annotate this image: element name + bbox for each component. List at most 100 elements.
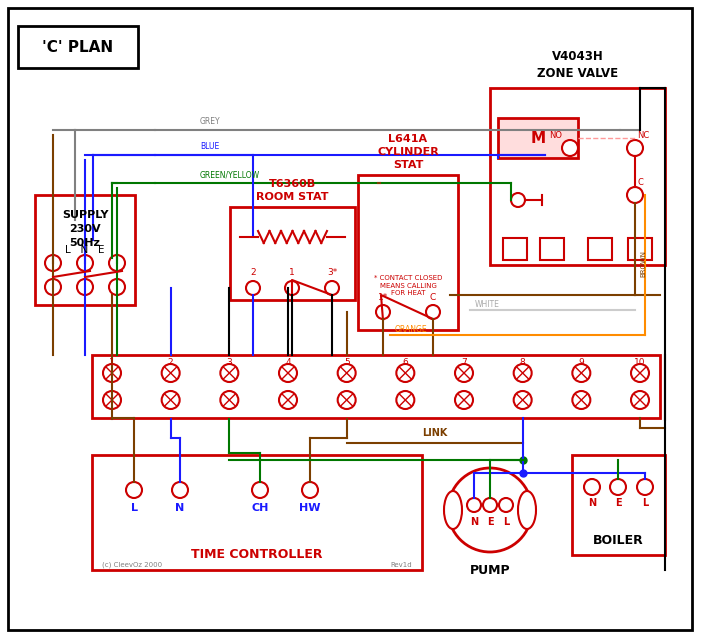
Circle shape [279, 391, 297, 409]
Circle shape [338, 391, 356, 409]
Circle shape [631, 364, 649, 382]
Circle shape [499, 498, 513, 512]
Circle shape [325, 281, 339, 295]
FancyBboxPatch shape [92, 355, 660, 418]
Circle shape [610, 479, 626, 495]
Circle shape [279, 364, 297, 382]
Text: 2: 2 [250, 267, 256, 276]
FancyBboxPatch shape [92, 455, 422, 570]
Circle shape [584, 479, 600, 495]
Circle shape [302, 482, 318, 498]
Circle shape [455, 364, 473, 382]
Circle shape [511, 193, 525, 207]
Text: C: C [430, 292, 436, 301]
Circle shape [397, 364, 414, 382]
Text: TIME CONTROLLER: TIME CONTROLLER [191, 549, 323, 562]
Text: L: L [131, 503, 138, 513]
Text: 3: 3 [227, 358, 232, 367]
Text: 1: 1 [109, 358, 115, 367]
Circle shape [572, 391, 590, 409]
Text: HW: HW [299, 503, 321, 513]
FancyBboxPatch shape [358, 175, 458, 330]
Circle shape [103, 391, 121, 409]
Circle shape [562, 140, 578, 156]
Circle shape [109, 279, 125, 295]
Text: Rev1d: Rev1d [390, 562, 412, 568]
Circle shape [252, 482, 268, 498]
Circle shape [483, 498, 497, 512]
Text: LINK: LINK [422, 428, 447, 438]
Text: E: E [615, 498, 621, 508]
Circle shape [161, 364, 180, 382]
Text: N: N [176, 503, 185, 513]
Text: 3*: 3* [327, 267, 337, 276]
Circle shape [45, 279, 61, 295]
Text: 9: 9 [578, 358, 584, 367]
FancyBboxPatch shape [498, 118, 578, 158]
Text: L   N   E: L N E [65, 245, 105, 255]
Text: 2: 2 [168, 358, 173, 367]
Circle shape [109, 255, 125, 271]
Text: L641A
CYLINDER
STAT: L641A CYLINDER STAT [377, 133, 439, 170]
Circle shape [285, 281, 299, 295]
Ellipse shape [518, 491, 536, 529]
FancyBboxPatch shape [18, 26, 138, 68]
Circle shape [376, 305, 390, 319]
Circle shape [126, 482, 142, 498]
Circle shape [172, 482, 188, 498]
Text: 8: 8 [519, 358, 526, 367]
Text: CH: CH [251, 503, 269, 513]
Circle shape [77, 255, 93, 271]
Circle shape [637, 479, 653, 495]
Circle shape [572, 364, 590, 382]
Circle shape [627, 140, 643, 156]
Text: ORANGE: ORANGE [395, 325, 428, 334]
Circle shape [161, 391, 180, 409]
Circle shape [338, 364, 356, 382]
Circle shape [631, 391, 649, 409]
Text: N: N [470, 517, 478, 527]
Circle shape [467, 498, 481, 512]
FancyBboxPatch shape [628, 238, 652, 260]
Text: V4043H
ZONE VALVE: V4043H ZONE VALVE [537, 50, 618, 80]
Text: L: L [642, 498, 648, 508]
FancyBboxPatch shape [35, 195, 135, 305]
Text: 4: 4 [285, 358, 291, 367]
Circle shape [455, 391, 473, 409]
Text: GREEN/YELLOW: GREEN/YELLOW [200, 170, 260, 179]
Text: 'C' PLAN: 'C' PLAN [42, 40, 114, 54]
FancyBboxPatch shape [230, 207, 355, 300]
Text: BLUE: BLUE [200, 142, 219, 151]
Text: M: M [531, 131, 545, 146]
FancyBboxPatch shape [540, 238, 564, 260]
Ellipse shape [444, 491, 462, 529]
Circle shape [103, 364, 121, 382]
Text: * CONTACT CLOSED
MEANS CALLING
FOR HEAT: * CONTACT CLOSED MEANS CALLING FOR HEAT [373, 275, 442, 296]
Text: 7: 7 [461, 358, 467, 367]
FancyBboxPatch shape [490, 88, 665, 265]
Text: NO: NO [549, 131, 562, 140]
Text: C: C [637, 178, 643, 187]
Circle shape [627, 187, 643, 203]
Circle shape [397, 391, 414, 409]
Text: WHITE: WHITE [475, 300, 500, 309]
Text: GREY: GREY [200, 117, 220, 126]
Circle shape [514, 364, 531, 382]
Text: BROWN: BROWN [640, 250, 646, 277]
Text: 10: 10 [634, 358, 646, 367]
Circle shape [45, 255, 61, 271]
Circle shape [448, 468, 532, 552]
FancyBboxPatch shape [588, 238, 612, 260]
Circle shape [246, 281, 260, 295]
FancyBboxPatch shape [503, 238, 527, 260]
Text: 6: 6 [402, 358, 408, 367]
FancyBboxPatch shape [572, 455, 665, 555]
Circle shape [220, 364, 239, 382]
Text: T6360B
ROOM STAT: T6360B ROOM STAT [256, 179, 329, 202]
Text: (c) CleevOz 2000: (c) CleevOz 2000 [102, 562, 162, 568]
Circle shape [426, 305, 440, 319]
Text: BOILER: BOILER [593, 533, 644, 547]
Circle shape [77, 279, 93, 295]
Text: SUPPLY
230V
50Hz: SUPPLY 230V 50Hz [62, 210, 108, 248]
Text: L: L [503, 517, 509, 527]
